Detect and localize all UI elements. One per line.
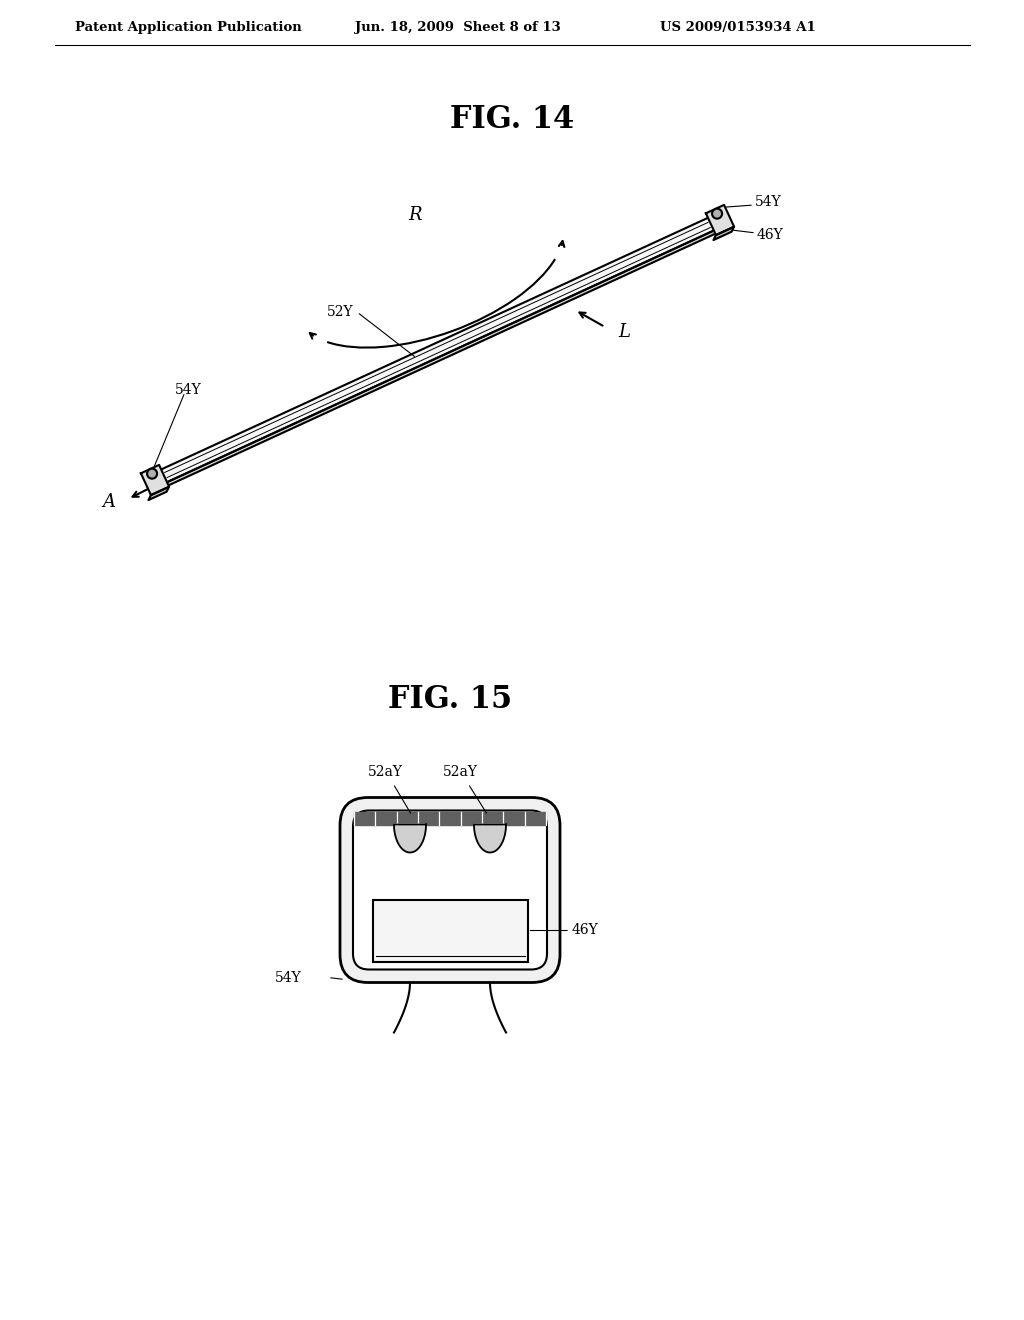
Bar: [373, 899, 527, 961]
Polygon shape: [153, 214, 723, 486]
Text: Jun. 18, 2009  Sheet 8 of 13: Jun. 18, 2009 Sheet 8 of 13: [355, 21, 561, 34]
Text: FIG. 15: FIG. 15: [388, 685, 512, 715]
Polygon shape: [148, 487, 169, 500]
FancyBboxPatch shape: [340, 797, 560, 982]
Polygon shape: [150, 474, 158, 491]
Polygon shape: [474, 825, 506, 853]
Text: US 2009/0153934 A1: US 2009/0153934 A1: [660, 21, 816, 34]
Text: FIG. 14: FIG. 14: [450, 104, 574, 136]
Polygon shape: [394, 825, 426, 853]
Text: A: A: [102, 492, 115, 511]
Text: 54Y: 54Y: [755, 195, 781, 209]
Polygon shape: [715, 214, 723, 231]
FancyBboxPatch shape: [353, 810, 547, 969]
Text: 52aY: 52aY: [442, 766, 477, 780]
Text: R: R: [409, 206, 422, 224]
Polygon shape: [156, 226, 723, 491]
Polygon shape: [141, 465, 169, 495]
Text: L: L: [618, 323, 630, 341]
Text: 46Y: 46Y: [572, 924, 599, 937]
Polygon shape: [706, 205, 734, 235]
Text: 54Y: 54Y: [175, 383, 202, 397]
Text: 46Y: 46Y: [757, 228, 783, 242]
Text: 52Y: 52Y: [327, 305, 353, 319]
Circle shape: [147, 469, 157, 479]
Polygon shape: [354, 812, 546, 825]
Circle shape: [712, 209, 722, 219]
Polygon shape: [714, 227, 734, 240]
Text: Patent Application Publication: Patent Application Publication: [75, 21, 302, 34]
Text: 52aY: 52aY: [368, 766, 402, 780]
Text: 54Y: 54Y: [275, 970, 302, 985]
